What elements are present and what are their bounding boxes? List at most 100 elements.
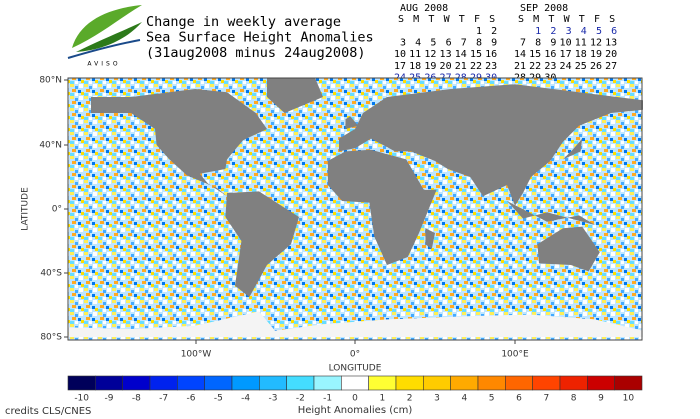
- calendar-day: 4: [581, 26, 587, 37]
- colorbar-swatch: [559, 375, 588, 391]
- colorbar-swatch: [505, 375, 533, 391]
- colorbar-swatch: [587, 375, 615, 391]
- calendar-weekday: M: [413, 14, 419, 25]
- calendar-day: 7: [520, 38, 526, 49]
- calendar-day: 4: [415, 38, 421, 49]
- colorbar-label: -5: [214, 394, 223, 404]
- colorbar-swatch: [532, 375, 561, 391]
- calendar-day: 3: [400, 38, 406, 49]
- calendar-day: 18: [575, 49, 587, 60]
- colorbar-swatch: [67, 375, 96, 391]
- logo: AVISO: [67, 5, 142, 68]
- colorbar-swatch: [231, 375, 260, 391]
- colorbar-swatch: [204, 375, 233, 391]
- calendar-weekday: W: [444, 14, 451, 25]
- calendar-day: 2: [491, 26, 497, 37]
- calendar-day: 23: [485, 61, 497, 72]
- calendar-day: 2: [550, 26, 556, 37]
- colorbar-swatch: [177, 375, 205, 391]
- colorbar-label: -6: [187, 394, 196, 404]
- calendar-day: 16: [485, 49, 497, 60]
- antarctica: [68, 311, 644, 337]
- colorbar-label: -4: [241, 394, 250, 404]
- land: [68, 77, 644, 337]
- lat-label: 0°: [52, 205, 62, 215]
- calendar-day: 15: [529, 49, 541, 60]
- calendar-day: 1: [535, 26, 541, 37]
- calendar-day: 22: [470, 61, 482, 72]
- lon-label: 100°E: [501, 350, 529, 360]
- calendar-day: 12: [424, 49, 436, 60]
- colorbar-label: 10: [623, 394, 635, 404]
- colorbar-label: 5: [489, 394, 495, 404]
- colorbar-swatch: [477, 375, 506, 391]
- calendar-day: 20: [605, 49, 617, 60]
- calendar-day: 17: [560, 49, 572, 60]
- colorbar-swatch: [341, 375, 369, 391]
- map: [67, 77, 644, 341]
- calendar-weekday: S: [489, 14, 495, 25]
- landmass: [507, 201, 595, 225]
- calendar-day: 5: [596, 26, 602, 37]
- landmass: [425, 228, 435, 249]
- calendar-day: 19: [424, 61, 436, 72]
- calendar-day: 12: [590, 38, 602, 49]
- calendar-day: 18: [409, 61, 421, 72]
- lon-label: 100°W: [181, 350, 212, 360]
- calendar-day: 13: [440, 49, 452, 60]
- calendar-weekday: W: [564, 14, 571, 25]
- calendar-day: 21: [455, 61, 467, 72]
- colorbar-label: 9: [598, 394, 604, 404]
- colorbar-label: -7: [159, 394, 168, 404]
- calendar-day: 3: [566, 26, 572, 37]
- calendar-day: 10: [394, 49, 406, 60]
- landmass: [267, 77, 323, 113]
- calendar-day: 8: [476, 38, 482, 49]
- calendar-weekday: S: [609, 14, 615, 25]
- calendar-day: 10: [560, 38, 572, 49]
- landmass: [327, 149, 437, 265]
- colorbar-label: 7: [543, 394, 549, 404]
- calendar-day: 19: [590, 49, 602, 60]
- calendar-month: AUG 2008: [400, 3, 448, 14]
- calendar-day: 8: [535, 38, 541, 49]
- colorbar-label: -1: [323, 394, 332, 404]
- colorbar-label: -9: [105, 394, 114, 404]
- calendar-weekday: T: [548, 14, 554, 25]
- lat-label: 40°S: [40, 269, 62, 279]
- calendar-weekday: S: [398, 14, 404, 25]
- calendar-day: 1: [476, 26, 482, 37]
- colorbar-swatch: [259, 375, 287, 391]
- colorbar-swatch: [395, 375, 424, 391]
- calendar-month: SEP 2008: [520, 3, 568, 14]
- colorbar-swatch: [149, 375, 178, 391]
- landmass: [339, 84, 643, 206]
- calendar-day: 26: [590, 61, 602, 72]
- colorbar-label: 1: [379, 394, 385, 404]
- calendar-weekday: F: [594, 14, 600, 25]
- calendar-weekday: S: [518, 14, 524, 25]
- calendar-day: 27: [605, 61, 617, 72]
- landmass: [91, 89, 267, 197]
- colorbar-label: 0: [352, 394, 358, 404]
- colorbar-swatch: [95, 375, 123, 391]
- credits: credits CLS/CNES: [5, 406, 91, 417]
- x-axis-label: LONGITUDE: [329, 364, 382, 374]
- calendar-day: 9: [491, 38, 497, 49]
- calendar-day: 11: [409, 49, 421, 60]
- calendar-day: 17: [394, 61, 406, 72]
- lon-label: 0°: [350, 350, 360, 360]
- calendar-day: 11: [575, 38, 587, 49]
- title-line: Sea Surface Height Anomalies: [146, 30, 374, 46]
- calendar-day: 23: [544, 61, 556, 72]
- lat-label: 80°N: [39, 76, 62, 86]
- colorbar-label: -10: [74, 394, 89, 404]
- y-axis-label: LATITUDE: [21, 187, 31, 231]
- calendar-day: 14: [514, 49, 526, 60]
- colorbar-label: 6: [516, 394, 522, 404]
- lat-label: 40°N: [39, 141, 62, 151]
- calendar-day: 16: [544, 49, 556, 60]
- colorbar-swatch: [368, 375, 397, 391]
- landmass: [563, 138, 583, 160]
- title-line: Change in weekly average: [146, 14, 341, 30]
